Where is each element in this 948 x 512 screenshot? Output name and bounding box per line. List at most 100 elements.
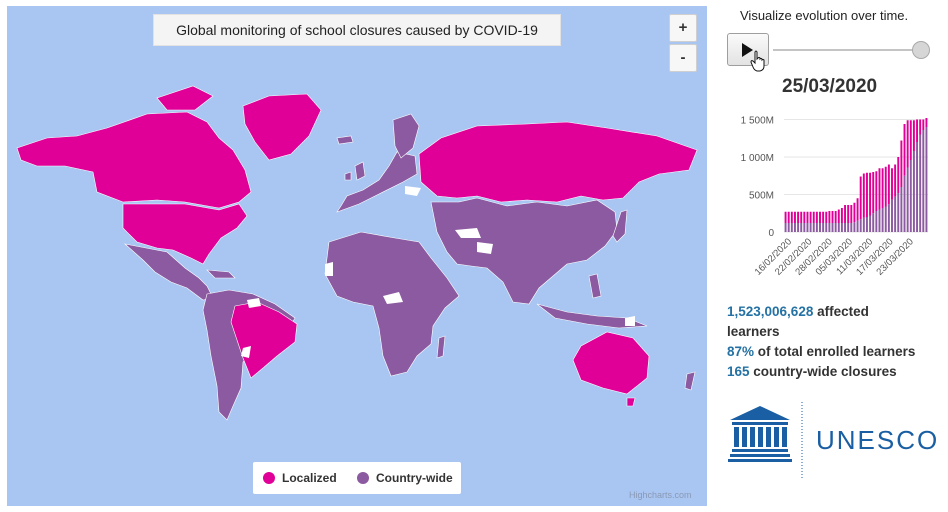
- chart-bar-country-wide: [909, 160, 912, 232]
- chart-bar-localized: [847, 205, 850, 223]
- credits-link[interactable]: Highcharts.com: [629, 490, 692, 500]
- chart-bar-localized: [916, 119, 919, 142]
- percent-label: of total enrolled learners: [757, 344, 916, 359]
- chart-bar-country-wide: [822, 223, 825, 232]
- chart-bar-country-wide: [881, 208, 884, 232]
- chart-bar-localized: [825, 211, 828, 223]
- closures-value: 165: [727, 364, 750, 379]
- chart-bar-country-wide: [897, 193, 900, 232]
- chart-bar-country-wide: [825, 223, 828, 232]
- chart-bar-localized: [793, 211, 796, 223]
- chart-y-tick-label: 1 000M: [741, 153, 774, 164]
- chart-bar-country-wide: [844, 223, 847, 232]
- chart-bar-country-wide: [875, 211, 878, 232]
- chart-bar-country-wide: [837, 223, 840, 232]
- chart-bar-localized: [787, 211, 790, 223]
- chart-bar-country-wide: [809, 223, 812, 232]
- chart-y-tick-label: 1 500M: [741, 116, 774, 127]
- zoom-in-button[interactable]: +: [669, 14, 697, 42]
- chart-bar-localized: [900, 140, 903, 187]
- map-legend: Localized Country-wide: [253, 462, 461, 494]
- legend-item-localized[interactable]: Localized: [263, 471, 337, 485]
- chart-bar-country-wide: [834, 223, 837, 232]
- chart-bar-country-wide: [853, 222, 856, 232]
- chart-bar-country-wide: [894, 196, 897, 232]
- chart-bar-localized: [909, 120, 912, 160]
- chart-bar-country-wide: [784, 223, 787, 232]
- chart-bar-localized: [884, 166, 887, 207]
- legend-label-localized: Localized: [282, 471, 337, 485]
- chart-bar-country-wide: [872, 213, 875, 232]
- legend-label-country-wide: Country-wide: [376, 471, 453, 485]
- chart-bar-country-wide: [906, 167, 909, 232]
- chart-bar-country-wide: [793, 223, 796, 232]
- localized-regions[interactable]: [16, 85, 698, 407]
- chart-bar-localized: [881, 168, 884, 208]
- unesco-logo: UNESCO: [728, 402, 937, 480]
- chart-bar-country-wide: [800, 223, 803, 232]
- chart-bar-country-wide: [865, 217, 868, 232]
- percent-line: 87% of total enrolled learners: [727, 342, 915, 362]
- chart-bar-localized: [894, 164, 897, 197]
- closures-label: country-wide closures: [753, 364, 897, 379]
- chart-bar-localized: [906, 120, 909, 168]
- chart-bar-localized: [822, 211, 825, 223]
- learners-bar-chart: 1 500M 1 000M 500M 0 16/02/202022/02/202028…: [741, 116, 928, 278]
- chart-bar-localized: [819, 211, 821, 223]
- chart-bar-localized: [903, 124, 906, 176]
- chart-bar-country-wide: [840, 223, 843, 232]
- chart-bar-localized: [862, 173, 865, 218]
- chart-bar-localized: [891, 168, 893, 200]
- affected-learners-line: 1,523,006,628 affected: [727, 302, 915, 322]
- chart-y-ticks: 1 500M 1 000M 500M 0: [741, 116, 775, 240]
- closures-line: 165 country-wide closures: [727, 362, 915, 382]
- chart-bar-localized: [803, 211, 806, 223]
- chart-bar-localized: [828, 211, 831, 223]
- chart-bar-localized: [844, 205, 847, 223]
- chart-bar-localized: [850, 205, 853, 223]
- chart-bar-country-wide: [859, 219, 862, 232]
- chart-bar-localized: [809, 211, 812, 223]
- chart-bar-country-wide: [862, 217, 865, 232]
- no-data-regions: [241, 186, 635, 358]
- percent-value: 87%: [727, 344, 755, 359]
- chart-bar-localized: [812, 211, 815, 223]
- chart-bar-localized: [872, 172, 875, 214]
- chart-bar-country-wide: [850, 223, 853, 232]
- chart-bar-localized: [919, 119, 922, 135]
- affected-label: affected: [817, 304, 869, 319]
- chart-bar-country-wide: [812, 223, 815, 232]
- affected-learners-value: 1,523,006,628: [727, 304, 814, 319]
- map-title: Global monitoring of school closures cau…: [153, 14, 561, 46]
- legend-dot-country-wide: [357, 472, 369, 484]
- chart-bar-localized: [815, 211, 818, 223]
- chart-bar-country-wide: [806, 223, 809, 232]
- chart-bar-localized: [869, 172, 872, 216]
- world-map-panel[interactable]: Global monitoring of school closures cau…: [7, 6, 707, 506]
- timeline-slider-thumb[interactable]: [912, 41, 930, 59]
- chart-bar-localized: [790, 211, 793, 223]
- chart-bar-localized: [865, 172, 868, 217]
- chart-bar-country-wide: [803, 223, 806, 232]
- chart-bar-localized: [897, 157, 900, 193]
- chart-bar-localized: [831, 211, 834, 223]
- chart-bars: [784, 118, 928, 232]
- chart-bar-country-wide: [831, 223, 834, 232]
- chart-bar-country-wide: [900, 187, 903, 232]
- chart-bar-localized: [853, 202, 856, 223]
- evolution-caption: Visualize evolution over time.: [740, 8, 909, 23]
- chart-bar-country-wide: [891, 199, 893, 232]
- chart-bar-localized: [878, 168, 881, 210]
- chart-bar-localized: [806, 211, 809, 223]
- chart-bar-localized: [875, 171, 878, 211]
- timeline-slider-track[interactable]: [773, 49, 923, 51]
- chart-bar-country-wide: [828, 223, 831, 232]
- legend-item-country-wide[interactable]: Country-wide: [357, 471, 453, 485]
- world-map[interactable]: [7, 6, 707, 506]
- zoom-out-button[interactable]: -: [669, 44, 697, 72]
- chart-x-ticks: 16/02/202022/02/202028/02/202005/03/2020…: [753, 236, 916, 277]
- chart-bar-country-wide: [787, 223, 790, 232]
- chart-bar-country-wide: [922, 130, 925, 232]
- chart-bar-localized: [925, 118, 928, 127]
- chart-bar-country-wide: [884, 206, 887, 232]
